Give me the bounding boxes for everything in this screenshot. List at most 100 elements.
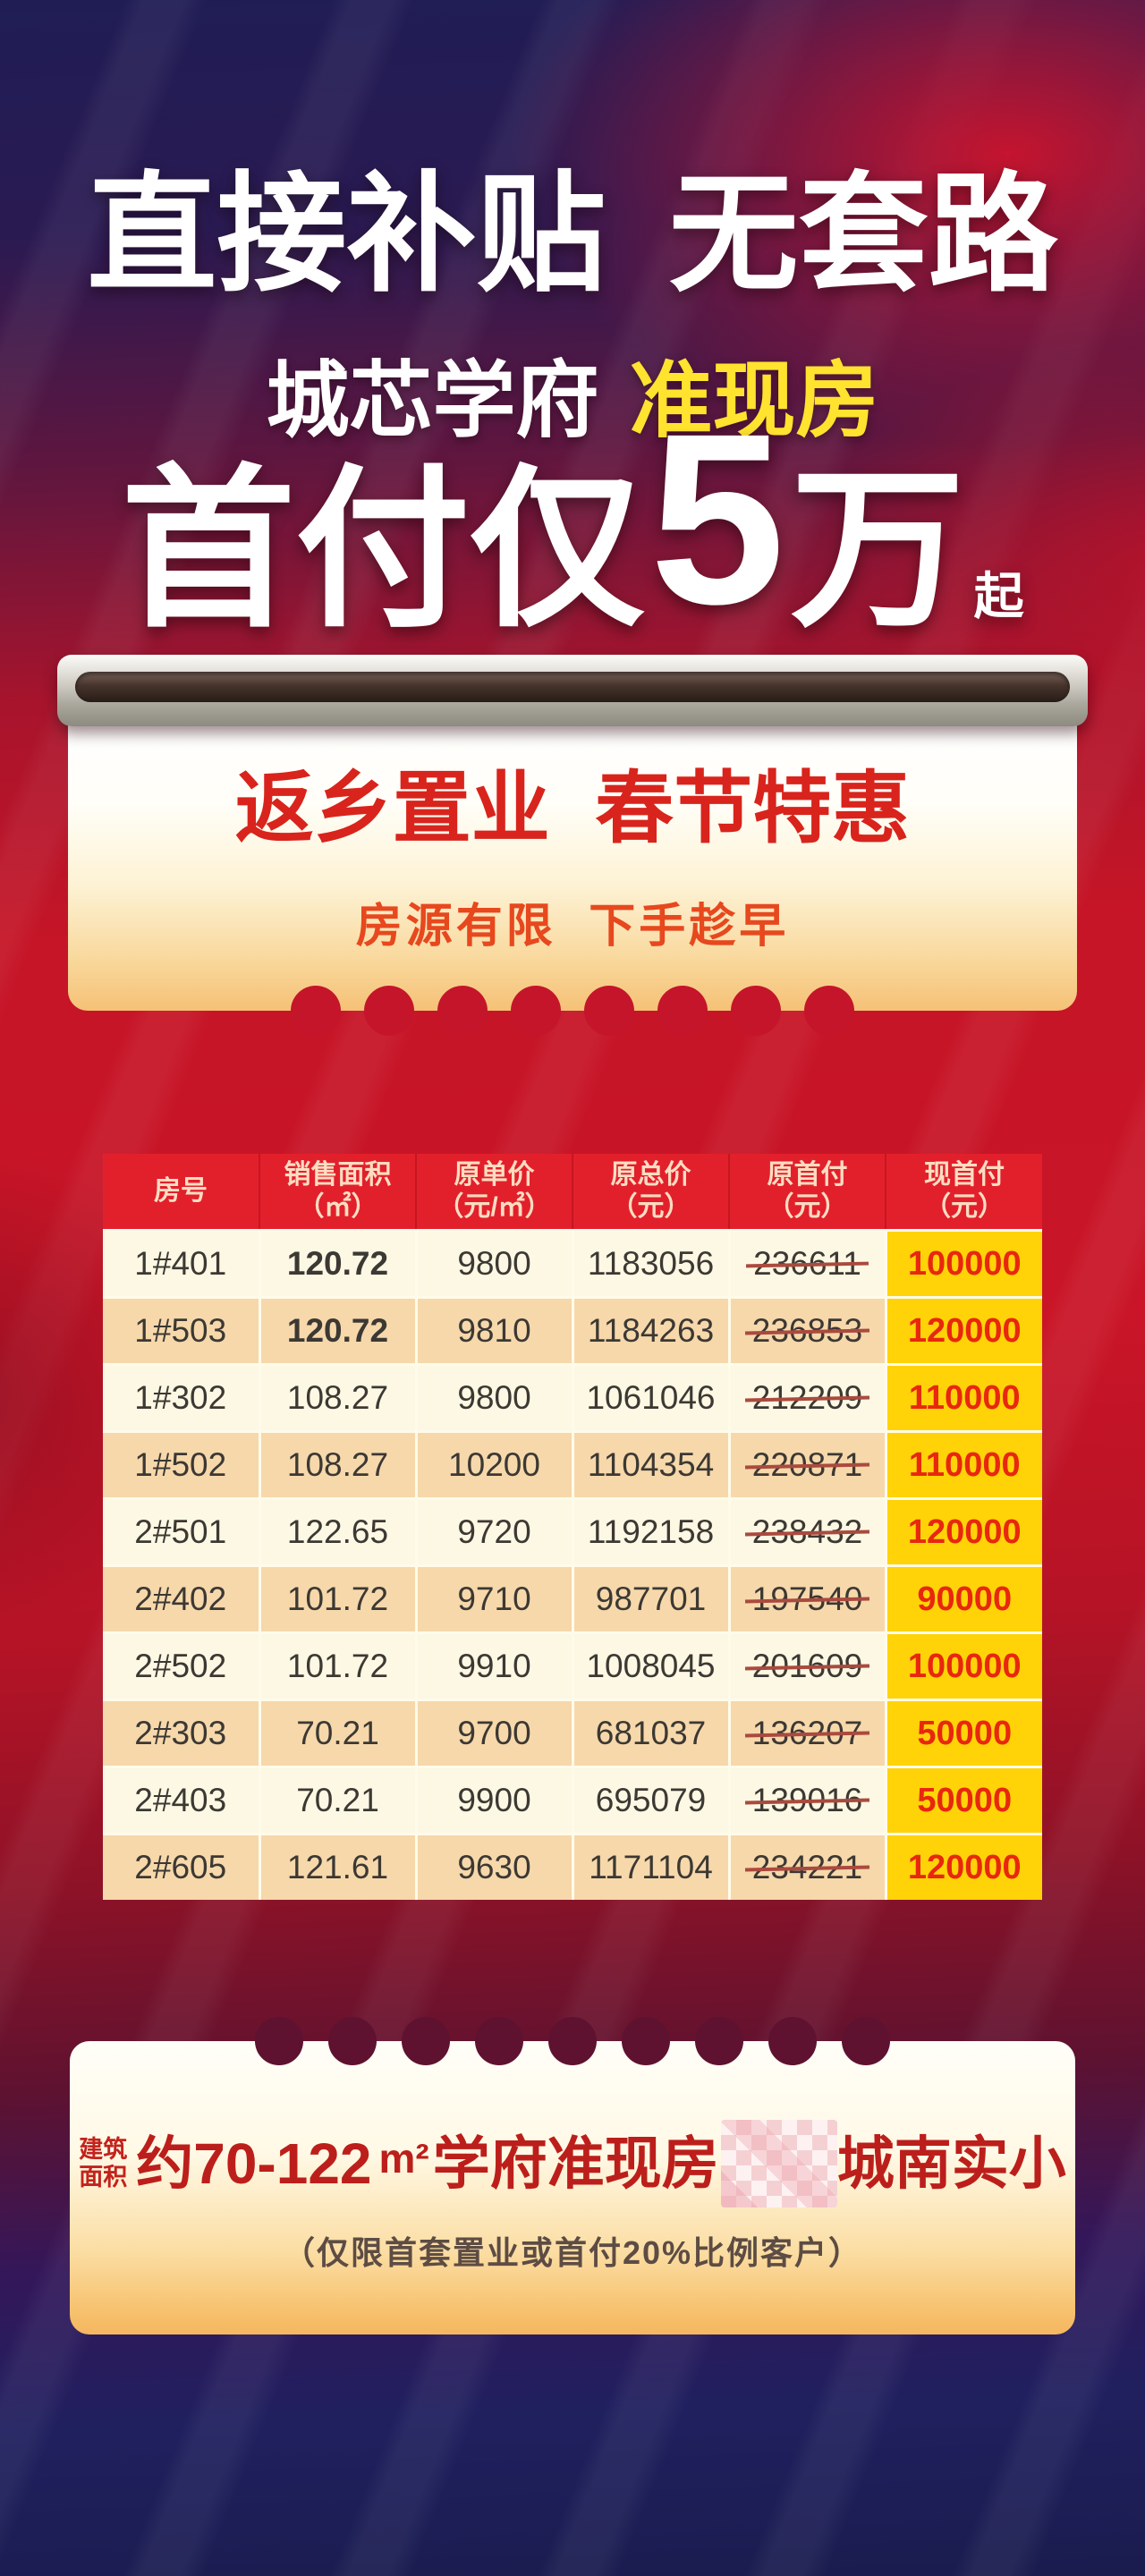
cell-area: 101.72 xyxy=(258,1631,418,1701)
cell-area: 70.21 xyxy=(258,1699,418,1768)
roller-bar-slot xyxy=(75,672,1070,702)
down-payment-line: 首付仅 5 万 起 xyxy=(0,383,1145,656)
headline: 直接补贴 无套路 xyxy=(87,162,1058,307)
cell-room: 1#302 xyxy=(101,1363,261,1433)
table-row: 2#605 121.61 9630 1171104 234221 120000 xyxy=(101,1833,1044,1902)
cell-room: 2#502 xyxy=(101,1631,261,1701)
cell-unit-price: 9810 xyxy=(414,1296,574,1366)
cell-now-down: 50000 xyxy=(884,1766,1044,1835)
pay-amount: 5 xyxy=(649,383,785,656)
cell-room: 1#503 xyxy=(101,1296,261,1366)
table-row: 1#503 120.72 9810 1184263 236853 120000 xyxy=(101,1296,1044,1366)
cell-room: 2#605 xyxy=(101,1833,261,1902)
table-row: 2#502 101.72 9910 1008045 201609 100000 xyxy=(101,1631,1044,1701)
cell-now-down: 50000 xyxy=(884,1699,1044,1768)
price-table: 房号 销售面积 （㎡） 原单价 （元/㎡） 原总价 （元） 原首付 （元） 现首付 （元）… xyxy=(101,1153,1044,1902)
col-header-room: 房号 xyxy=(102,1153,260,1232)
cell-now-down: 120000 xyxy=(884,1296,1044,1366)
footer-headline: 建筑 面积 约70-122 m² 学府准现房 城南实小 xyxy=(70,2120,1075,2207)
quasi-ready-highlight: 准现房 xyxy=(629,354,879,447)
footer-text-before: 学府准现房 xyxy=(432,2131,719,2196)
pay-prefix: 首付仅 xyxy=(121,453,645,648)
cell-room: 2#501 xyxy=(101,1497,261,1567)
col-header-now-down: 现首付 （元） xyxy=(885,1153,1043,1232)
cell-area: 120.72 xyxy=(258,1296,418,1366)
sub-headline: 城芯学府 准现房 xyxy=(0,360,1145,443)
cell-area: 108.27 xyxy=(258,1363,418,1433)
col-header-unit-price: 原单价 （元/㎡） xyxy=(415,1153,573,1232)
cell-unit-price: 9710 xyxy=(414,1564,574,1634)
cell-now-down: 100000 xyxy=(884,1631,1044,1701)
cell-area: 120.72 xyxy=(258,1229,418,1299)
table-header-row: 房号 销售面积 （㎡） 原单价 （元/㎡） 原总价 （元） 原首付 （元） 现首付 （元） xyxy=(102,1153,1043,1232)
banner-title: 返乡置业 春节特惠 xyxy=(234,764,911,852)
cell-unit-price: 9900 xyxy=(414,1766,574,1835)
cell-total-price: 681037 xyxy=(571,1699,731,1768)
col-header-orig-down: 原首付 （元） xyxy=(728,1153,886,1232)
project-name: 城芯学府 xyxy=(266,354,599,447)
cell-room: 2#303 xyxy=(101,1699,261,1768)
pay-unit: 万 xyxy=(790,453,965,648)
cell-area: 108.27 xyxy=(258,1430,418,1500)
cell-room: 2#403 xyxy=(101,1766,261,1835)
cell-unit-price: 9800 xyxy=(414,1363,574,1433)
cell-unit-price: 10200 xyxy=(414,1430,574,1500)
cell-area: 70.21 xyxy=(258,1766,418,1835)
cell-total-price: 1184263 xyxy=(571,1296,731,1366)
cell-unit-price: 9720 xyxy=(414,1497,574,1567)
footer-note: （仅限首套置业或首付20%比例客户） xyxy=(282,2234,863,2271)
area-range: 约70-122 xyxy=(136,2131,372,2196)
table-row: 2#402 101.72 9710 987701 197540 90000 xyxy=(101,1564,1044,1634)
cell-room: 1#401 xyxy=(101,1229,261,1299)
sqm-unit: m² xyxy=(378,2135,429,2182)
cell-total-price: 1061046 xyxy=(571,1363,731,1433)
footer-banner-panel: 建筑 面积 约70-122 m² 学府准现房 城南实小 （仅限首套置业或首付20… xyxy=(70,2017,1075,2334)
cell-orig-down: 238432 xyxy=(727,1497,887,1567)
cell-orig-down: 212209 xyxy=(727,1363,887,1433)
cell-orig-down: 197540 xyxy=(727,1564,887,1634)
scallop-edge-bottom xyxy=(291,986,854,1036)
cell-total-price: 1183056 xyxy=(571,1229,731,1299)
cell-unit-price: 9700 xyxy=(414,1699,574,1768)
scallop-edge-top xyxy=(255,2017,890,2065)
table-row: 2#501 122.65 9720 1192158 238432 120000 xyxy=(101,1497,1044,1567)
cell-total-price: 1104354 xyxy=(571,1430,731,1500)
cell-orig-down: 236853 xyxy=(727,1296,887,1366)
cell-orig-down: 136207 xyxy=(727,1699,887,1768)
cell-orig-down: 139016 xyxy=(727,1766,887,1835)
cell-area: 101.72 xyxy=(258,1564,418,1634)
cell-total-price: 1192158 xyxy=(571,1497,731,1567)
cell-total-price: 1171104 xyxy=(571,1833,731,1902)
roller-bar xyxy=(57,655,1088,726)
cell-area: 122.65 xyxy=(258,1497,418,1567)
col-header-total-price: 原总价 （元） xyxy=(572,1153,730,1232)
col-header-area: 销售面积 （㎡） xyxy=(259,1153,417,1232)
cell-unit-price: 9800 xyxy=(414,1229,574,1299)
cell-total-price: 1008045 xyxy=(571,1631,731,1701)
cell-unit-price: 9630 xyxy=(414,1833,574,1902)
cell-orig-down: 234221 xyxy=(727,1833,887,1902)
cell-room: 1#502 xyxy=(101,1430,261,1500)
pay-suffix: 起 xyxy=(973,568,1024,624)
cell-orig-down: 236611 xyxy=(727,1229,887,1299)
table-row: 1#502 108.27 10200 1104354 220871 110000 xyxy=(101,1430,1044,1500)
cell-total-price: 695079 xyxy=(571,1766,731,1835)
cell-now-down: 110000 xyxy=(884,1430,1044,1500)
cell-now-down: 120000 xyxy=(884,1497,1044,1567)
censored-mosaic-block xyxy=(720,2120,837,2207)
table-row: 2#303 70.21 9700 681037 136207 50000 xyxy=(101,1699,1044,1768)
cell-now-down: 90000 xyxy=(884,1564,1044,1634)
footer-text-after: 城南实小 xyxy=(836,2131,1066,2196)
cell-orig-down: 220871 xyxy=(727,1430,887,1500)
banner-subtitle: 房源有限 下手趁早 xyxy=(355,901,790,953)
cell-unit-price: 9910 xyxy=(414,1631,574,1701)
area-label: 建筑 面积 xyxy=(79,2135,128,2190)
cell-now-down: 100000 xyxy=(884,1229,1044,1299)
cell-now-down: 120000 xyxy=(884,1833,1044,1902)
cell-area: 121.61 xyxy=(258,1833,418,1902)
cell-room: 2#402 xyxy=(101,1564,261,1634)
table-row: 1#401 120.72 9800 1183056 236611 100000 xyxy=(101,1229,1044,1299)
cell-orig-down: 201609 xyxy=(727,1631,887,1701)
cell-total-price: 987701 xyxy=(571,1564,731,1634)
